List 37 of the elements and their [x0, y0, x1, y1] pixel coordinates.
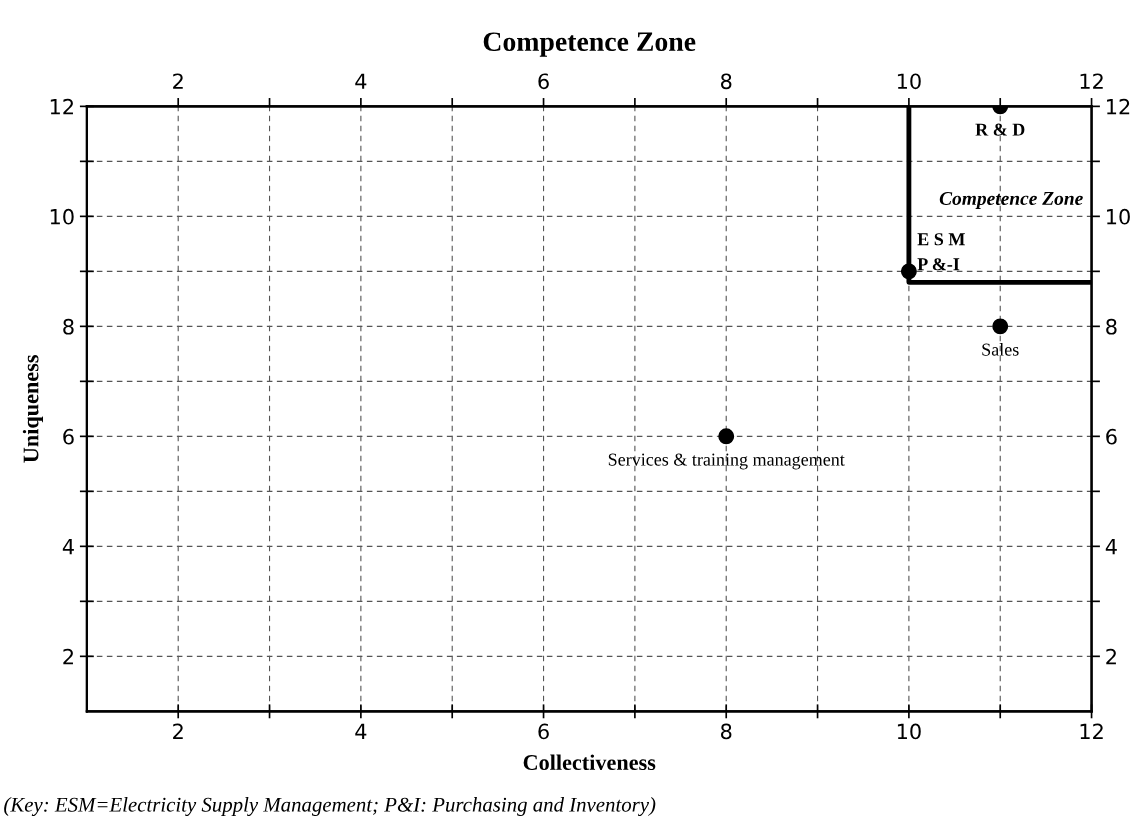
- point: [718, 428, 735, 445]
- text: (Key: ESM=Electricity Supply Management; P&I: Purchasing and Inventory): [4, 797, 656, 817]
- annotation: Services & training management: [608, 453, 845, 470]
- y2-tick-label: 6: [1106, 428, 1117, 445]
- x-tick-label: 2: [173, 723, 183, 739]
- x2-tick-label: 10: [897, 73, 921, 90]
- annotation: R & D: [975, 123, 1025, 136]
- x-tick-label: 12: [1080, 723, 1103, 739]
- y2-tick-label: 8: [1106, 318, 1117, 335]
- x-tick-label: 8: [721, 723, 732, 740]
- x2-tick-label: 6: [538, 73, 549, 90]
- point: [992, 318, 1009, 335]
- x2-tick-label: 12: [1080, 73, 1103, 89]
- annotation: Competence Zone: [939, 191, 1083, 209]
- y2-tick-label: 12: [1107, 98, 1130, 115]
- y-tick-label: 8: [63, 318, 74, 335]
- x-axis-title: Collectiveness: [523, 754, 656, 771]
- y-tick-label: 2: [63, 648, 73, 665]
- y-tick-label: 6: [63, 428, 74, 445]
- y-tick-label: 12: [50, 98, 73, 115]
- x2-tick-label: 4: [355, 73, 367, 89]
- y2-tick-label: 2: [1106, 648, 1116, 665]
- x-tick-label: 10: [897, 723, 921, 740]
- annotation: P &-I: [917, 258, 960, 271]
- y2-tick-label: 10: [1107, 208, 1130, 225]
- y-tick-label: 10: [50, 208, 74, 225]
- y-axis-title: Uniqueness: [22, 355, 43, 463]
- y2-tick-label: 4: [1105, 539, 1117, 555]
- chart-title: Competence Zone: [483, 32, 696, 57]
- x-tick-label: 6: [538, 723, 549, 740]
- x2-tick-label: 8: [721, 73, 732, 90]
- x-tick-label: 4: [355, 723, 367, 739]
- y-tick-label: 4: [62, 539, 74, 555]
- x2-tick-label: 2: [173, 73, 183, 89]
- annotation: E S M: [917, 233, 965, 246]
- annotation: Sales: [982, 343, 1019, 356]
- point: [900, 263, 917, 280]
